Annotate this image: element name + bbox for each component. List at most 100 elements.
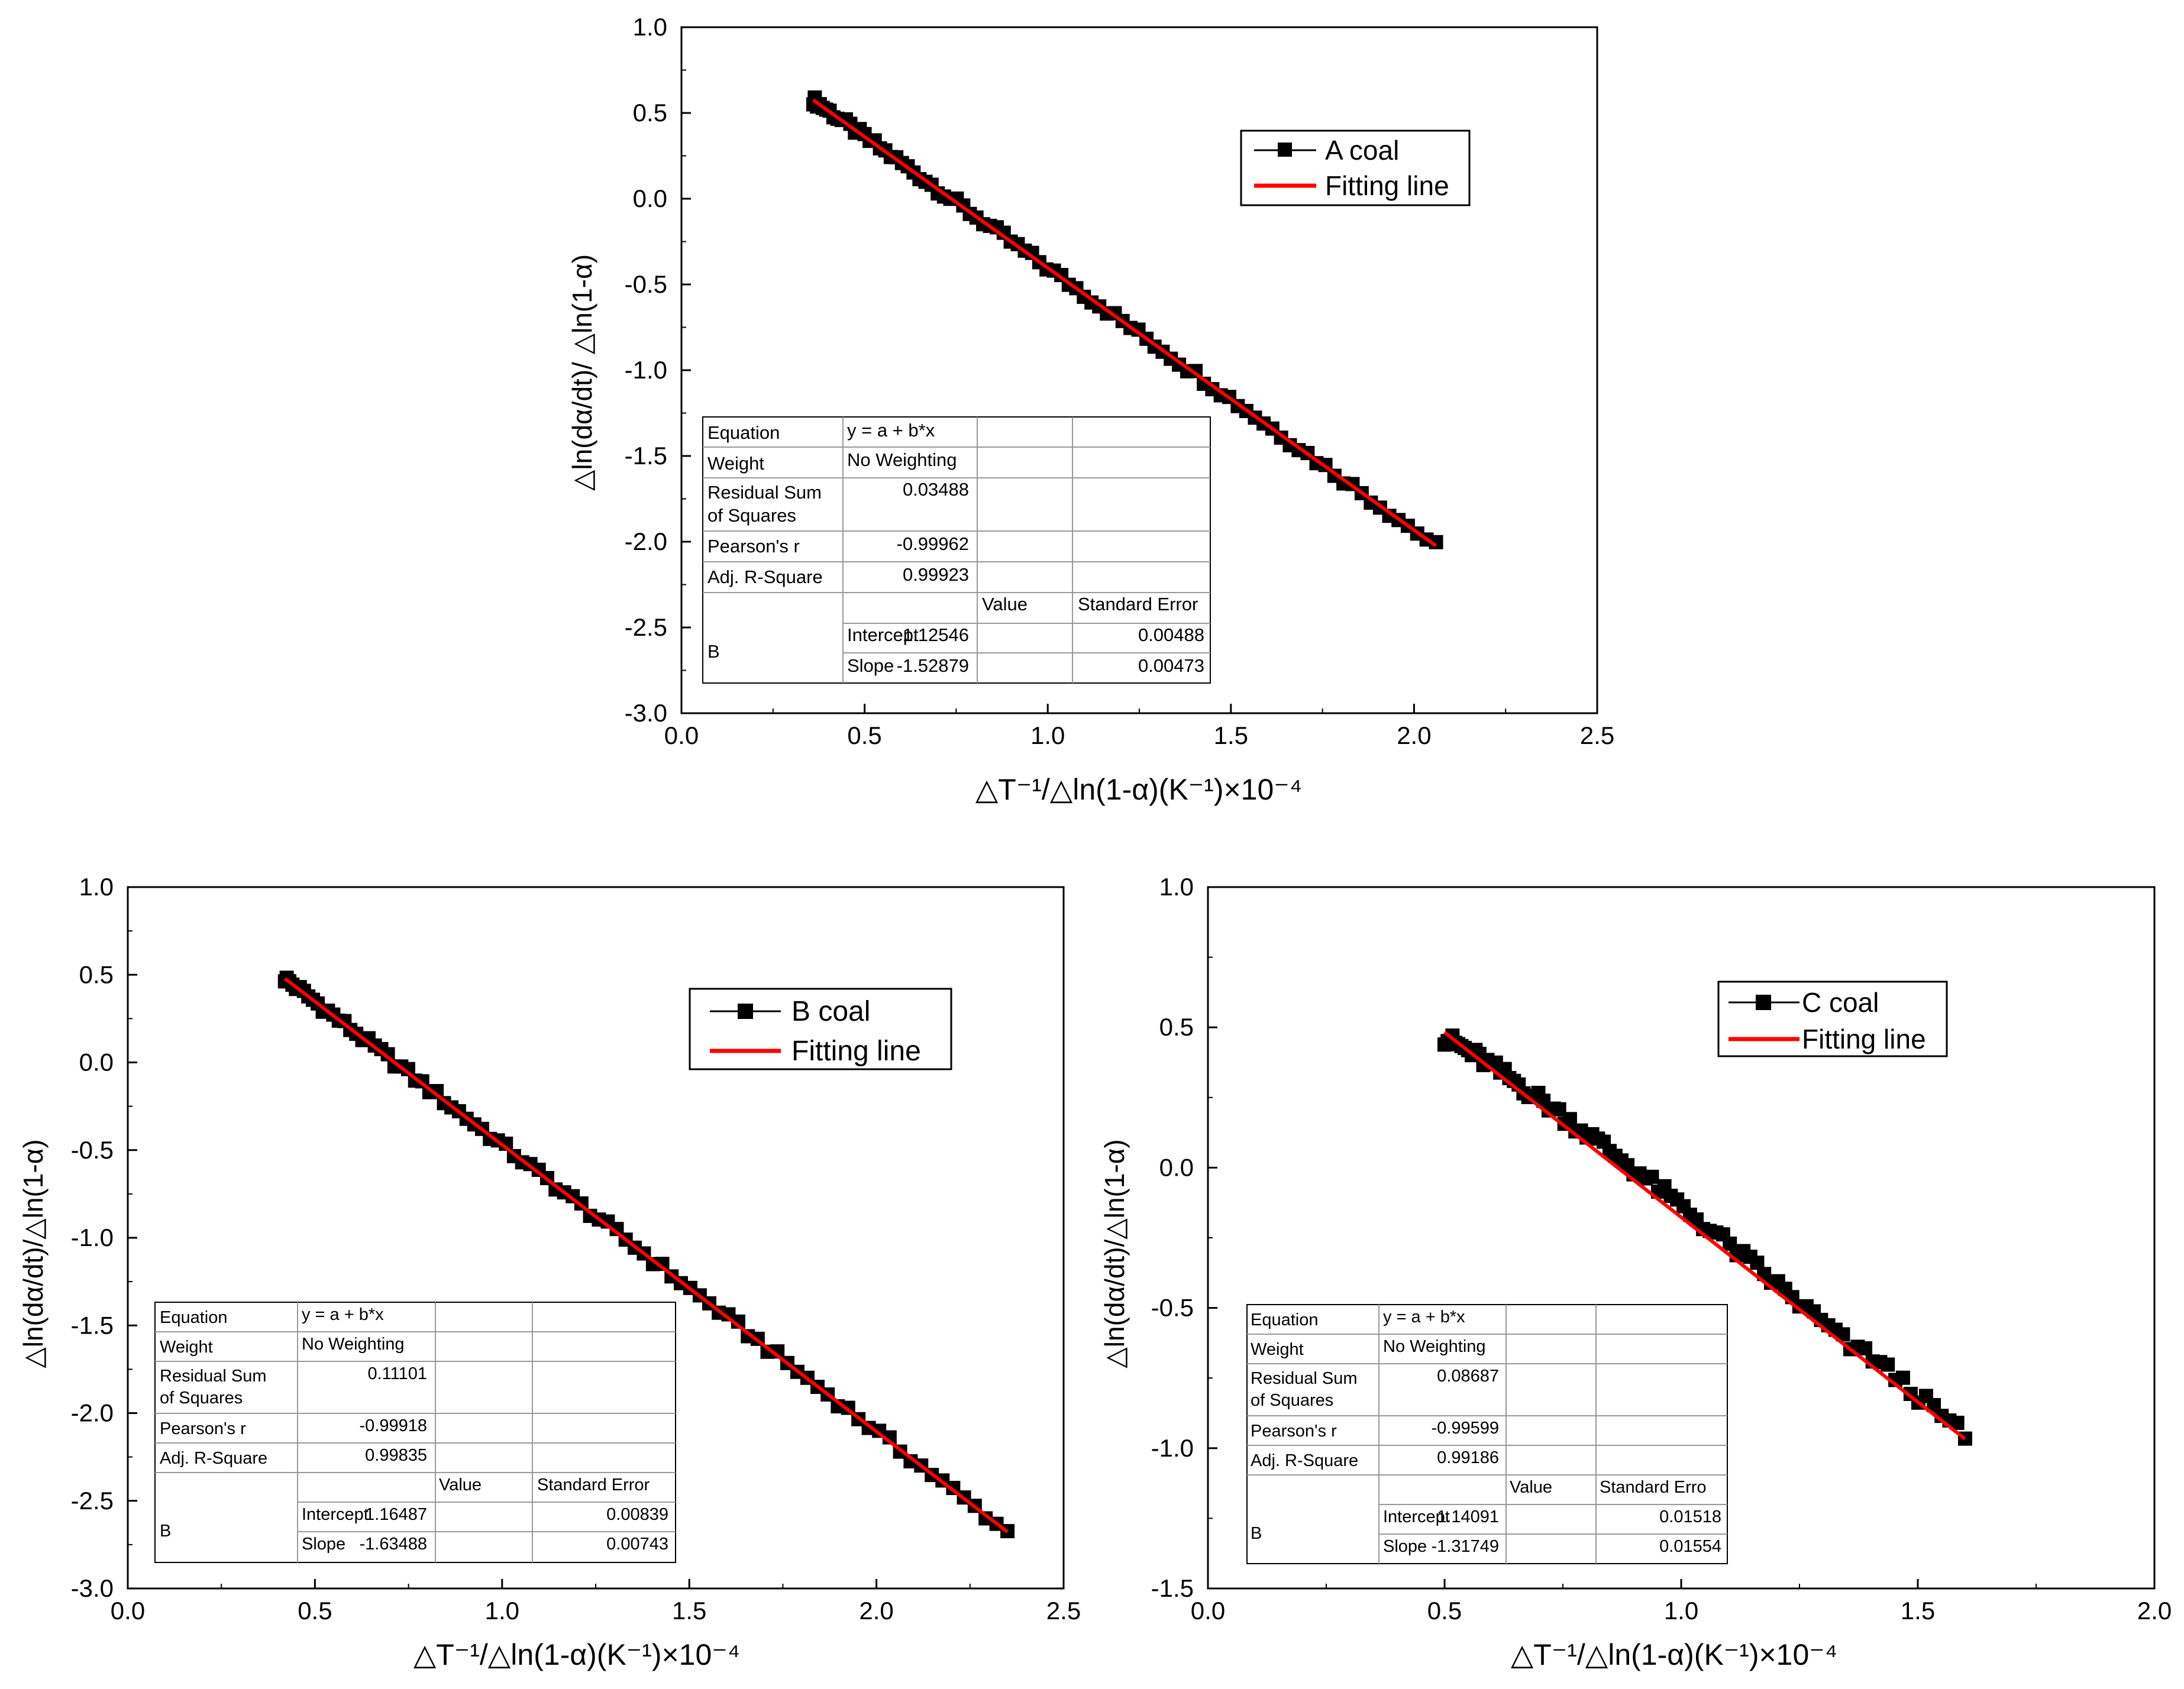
y-tick-label: -0.5 (1151, 1294, 1194, 1322)
y-tick-label: -1.0 (625, 356, 667, 384)
x-tick-label: 2.0 (1397, 721, 1431, 749)
legend-marker-icon (738, 1004, 753, 1019)
scatter-point (1645, 1169, 1659, 1184)
fit-intercept-label: Intercept (847, 625, 919, 645)
y-tick-label: 0.5 (633, 99, 667, 127)
legend-marker-icon (1278, 143, 1292, 157)
fit-adjr2-value: 0.99835 (365, 1446, 427, 1465)
y-tick-label: -3.0 (71, 1574, 114, 1602)
chart-a-coal: 0.0 0.5 1.0 1.5 2.0 2.5 -3.0 -2.5 -2.0 -1.5 -1.0 -0… (567, 13, 1615, 806)
fit-equation-value: y = a + b*x (302, 1305, 384, 1324)
fit-weight-label: Weight (1251, 1340, 1304, 1359)
chart-a-plot-area: 0.0 0.5 1.0 1.5 2.0 2.5 -3.0 -2.5 -2.0 -1.5 -1.0 -0… (625, 13, 1615, 749)
y-tick-label: 0.5 (79, 960, 114, 988)
y-tick-label: -0.5 (625, 270, 667, 298)
fit-group-label: B (707, 641, 720, 662)
fit-adjr2-label: Adj. R-Square (707, 567, 823, 587)
fit-weight-value: No Weighting (1383, 1337, 1486, 1356)
fit-intercept-se: 0.00488 (1138, 625, 1204, 645)
fit-slope-se: 0.00743 (606, 1535, 668, 1554)
fit-pearson-value: -0.99962 (897, 533, 969, 554)
y-tick-label: -1.0 (1151, 1434, 1194, 1462)
fit-intercept-value: 1.12546 (903, 625, 969, 645)
fit-slope-value: -1.52879 (897, 655, 969, 676)
fit-rss-label-1: Residual Sum (707, 482, 822, 503)
chart-a-fit-table: Equation y = a + b*x Weight No Weighting… (702, 416, 1211, 684)
fit-value-header: Value (439, 1476, 482, 1494)
fit-se-header: Standard Error (1078, 594, 1198, 614)
fit-rss-label-2: of Squares (1251, 1391, 1333, 1410)
y-tick-label: 0.0 (79, 1049, 114, 1076)
x-tick-label: 2.5 (1580, 721, 1614, 749)
fit-rss-label-2: of Squares (160, 1389, 243, 1408)
fit-pearson-label: Pearson's r (707, 536, 800, 556)
scatter-point (1858, 1341, 1873, 1355)
x-tick-label: 1.5 (672, 1597, 706, 1625)
fit-value-header: Value (1510, 1478, 1552, 1497)
chart-a-legend-series: A coal (1325, 135, 1399, 166)
y-tick-label: -2.5 (71, 1487, 114, 1515)
y-tick-label: -2.0 (71, 1399, 114, 1427)
y-tick-label: 0.0 (633, 185, 667, 212)
x-tick-label: 0.0 (111, 1597, 145, 1625)
fit-slope-se: 0.01554 (1659, 1537, 1721, 1556)
y-tick-label: -1.5 (625, 442, 667, 470)
legend-marker-icon (1756, 995, 1771, 1010)
fit-value-header: Value (982, 594, 1028, 614)
y-tick-label: -1.0 (71, 1224, 114, 1251)
x-tick-label: 0.0 (1191, 1597, 1225, 1625)
fit-weight-label: Weight (160, 1338, 213, 1357)
x-tick-label: 2.0 (859, 1597, 893, 1625)
y-tick-label: -1.5 (1151, 1574, 1194, 1602)
chart-c-y-axis-label: △ln(dα/dt)/△ln(1-α) (1099, 1139, 1130, 1368)
x-tick-label: 0.5 (1427, 1597, 1462, 1625)
fit-slope-value: -1.31749 (1432, 1537, 1500, 1556)
y-tick-label: -2.5 (625, 613, 667, 641)
x-tick-label: 1.0 (485, 1597, 519, 1625)
y-tick-label: -0.5 (71, 1136, 114, 1164)
y-tick-label: 0.5 (1159, 1013, 1194, 1041)
chart-b-fit-table: Equation y = a + b*x Weight No Weighting… (154, 1302, 676, 1563)
fit-rss-label-1: Residual Sum (1251, 1369, 1358, 1388)
fit-intercept-value: 1.14091 (1437, 1507, 1499, 1526)
chart-a-x-axis-label: △T⁻¹/△ln(1-α)(K⁻¹)×10⁻⁴ (975, 773, 1302, 806)
fit-equation-value: y = a + b*x (847, 420, 935, 441)
fit-slope-value: -1.63488 (360, 1535, 428, 1554)
fit-equation-label: Equation (1251, 1311, 1319, 1329)
y-tick-label: 1.0 (79, 873, 114, 901)
fit-rss-value: 0.11101 (367, 1364, 427, 1383)
fit-intercept-se: 0.00839 (606, 1505, 668, 1524)
x-tick-label: 2.0 (2137, 1597, 2172, 1625)
fit-pearson-label: Pearson's r (1251, 1422, 1337, 1441)
chart-b-legend-fit: Fitting line (791, 1036, 921, 1067)
fit-intercept-label: Intercept (1383, 1507, 1450, 1526)
x-tick-label: 2.5 (1046, 1597, 1081, 1625)
fit-pearson-label: Pearson's r (160, 1419, 246, 1438)
chart-c-legend: C coal Fitting line (1717, 981, 1948, 1057)
chart-b-y-axis-label: △ln(dα/dt)/△ln(1-α) (18, 1139, 49, 1368)
chart-b-x-axis-label: △T⁻¹/△ln(1-α)(K⁻¹)×10⁻⁴ (413, 1638, 740, 1671)
y-tick-label: 0.0 (1159, 1153, 1194, 1181)
chart-c-coal: 0.0 0.5 1.0 1.5 2.0 -1.5 -1.0 -0.5 0.0 0.5 1.0 △ln… (1099, 873, 2172, 1671)
chart-a-legend-fit: Fitting line (1325, 170, 1449, 201)
fit-adjr2-label: Adj. R-Square (1251, 1451, 1358, 1470)
chart-b-legend-series: B coal (791, 996, 870, 1027)
scatter-point (1881, 1357, 1895, 1372)
chart-a-y-axis-label: △ln(dα/dt)/ △ln(1-α) (567, 254, 597, 491)
fitting-line (812, 98, 1437, 548)
fit-weight-value: No Weighting (302, 1335, 405, 1354)
fit-rss-value: 0.08687 (1437, 1367, 1499, 1386)
fit-adjr2-value: 0.99186 (1437, 1448, 1499, 1467)
chart-b-plot-area: 0.0 0.5 1.0 1.5 2.0 2.5 -3.0 -2.5 -2.0 -1.5 -1.0 -0… (71, 873, 1081, 1625)
fit-weight-value: No Weighting (847, 449, 957, 470)
y-tick-label: 1.0 (1159, 873, 1194, 901)
fit-intercept-label: Intercept (302, 1505, 369, 1524)
x-tick-label: 1.0 (1664, 1597, 1698, 1625)
chart-c-fit-table: Equation y = a + b*x Weight No Weighting… (1246, 1304, 1728, 1564)
y-tick-label: -1.5 (71, 1311, 114, 1339)
fit-weight-label: Weight (707, 453, 764, 474)
x-tick-label: 1.5 (1214, 721, 1248, 749)
fit-se-header: Standard Error (537, 1476, 650, 1494)
fit-slope-se: 0.00473 (1138, 655, 1204, 676)
fit-equation-value: y = a + b*x (1383, 1308, 1465, 1326)
